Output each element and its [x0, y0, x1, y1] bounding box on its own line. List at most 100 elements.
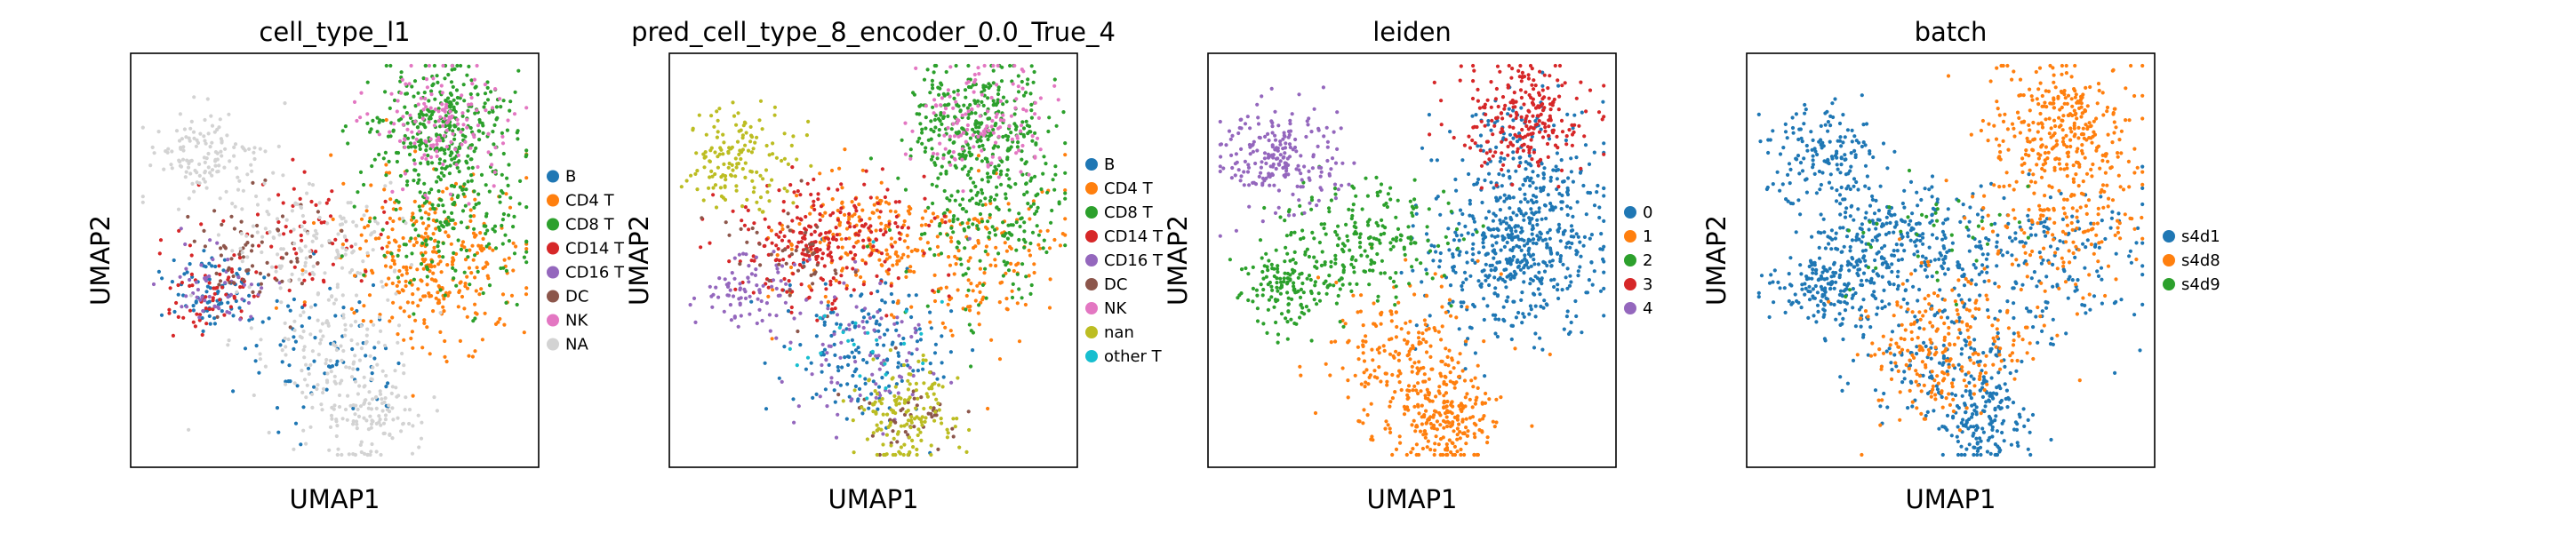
scatter-point: [1427, 393, 1431, 397]
scatter-point: [356, 392, 360, 396]
scatter-point: [942, 133, 947, 138]
scatter-point: [498, 97, 502, 101]
scatter-point: [417, 445, 421, 449]
scatter-point: [1416, 381, 1420, 386]
scatter-point: [830, 301, 835, 306]
scatter-point: [442, 309, 446, 314]
scatter-point: [416, 102, 420, 107]
scatter-point: [1459, 447, 1463, 452]
scatter-point: [407, 314, 412, 319]
scatter-point: [985, 160, 990, 164]
scatter-point: [1559, 158, 1564, 163]
scatter-point: [450, 262, 455, 266]
scatter-point: [1006, 202, 1011, 206]
scatter-point: [764, 237, 769, 242]
scatter-point: [881, 442, 885, 447]
scatter-point: [830, 259, 835, 263]
scatter-point: [435, 219, 439, 223]
scatter-point: [382, 343, 388, 348]
scatter-point: [1507, 258, 1511, 262]
scatter-point: [232, 145, 236, 149]
scatter-point: [468, 248, 472, 252]
scatter-point: [1407, 349, 1412, 354]
scatter-point: [1004, 99, 1009, 104]
scatter-point: [1024, 119, 1028, 123]
scatter-point: [951, 219, 956, 224]
scatter-point: [996, 63, 1000, 68]
scatter-point: [1428, 421, 1433, 426]
scatter-point: [734, 165, 739, 170]
scatter-point: [1031, 199, 1036, 203]
scatter-point: [898, 451, 903, 456]
scatter-point: [1561, 179, 1565, 184]
scatter-point: [393, 268, 397, 273]
scatter-point: [269, 265, 275, 269]
scatter-point: [259, 338, 263, 342]
scatter-point: [493, 146, 498, 150]
scatter-point: [893, 221, 898, 226]
scatter-point: [1020, 68, 1024, 72]
scatter-point: [1436, 389, 1441, 394]
scatter-point: [425, 265, 429, 269]
scatter-point: [460, 240, 466, 244]
scatter-point: [468, 214, 473, 219]
scatter-point: [884, 200, 889, 204]
scatter-point: [452, 107, 456, 112]
scatter-point: [367, 390, 372, 394]
scatter-point: [1602, 270, 1606, 274]
scatter-point: [491, 130, 495, 134]
scatter-point: [729, 318, 734, 322]
scatter-point: [986, 96, 990, 100]
scatter-point: [871, 314, 876, 319]
scatter-point: [931, 382, 935, 386]
scatter-point: [1566, 240, 1571, 244]
scatter-point: [989, 338, 994, 342]
scatter-point: [1439, 284, 1444, 289]
scatter-point: [1458, 250, 1462, 254]
scatter-point: [441, 119, 445, 123]
scatter-point: [719, 147, 724, 152]
scatter-point: [358, 404, 364, 409]
scatter-point: [843, 212, 847, 217]
scatter-point: [300, 224, 304, 228]
scatter-point: [938, 232, 942, 236]
scatter-point: [1001, 113, 1005, 117]
scatter-point: [255, 223, 260, 228]
scatter-point: [1538, 186, 1543, 190]
scatter-point: [509, 293, 515, 298]
scatter-point: [235, 166, 239, 171]
scatter-point: [247, 318, 252, 322]
scatter-point: [343, 124, 348, 129]
scatter-point: [880, 298, 884, 303]
scatter-point: [262, 275, 267, 280]
scatter-point: [1555, 177, 1559, 181]
scatter-point: [208, 171, 212, 175]
scatter-point: [915, 452, 919, 457]
scatter-point: [208, 145, 212, 149]
scatter-point: [1597, 205, 1602, 210]
scatter-point: [947, 150, 951, 155]
scatter-point: [508, 195, 513, 200]
scatter-point: [923, 196, 927, 201]
scatter-point: [1457, 253, 1461, 258]
scatter-point: [250, 169, 254, 173]
scatter-point: [991, 131, 996, 135]
scatter-point: [263, 178, 268, 183]
scatter-point: [1524, 211, 1528, 216]
scatter-point: [215, 314, 220, 319]
scatter-point: [1534, 242, 1539, 246]
scatter-point: [451, 226, 455, 231]
scatter-point: [880, 167, 885, 171]
scatter-point: [992, 197, 997, 202]
scatter-point: [1456, 361, 1460, 365]
scatter-point: [963, 164, 967, 169]
scatter-point: [836, 369, 841, 373]
scatter-point: [942, 188, 947, 194]
scatter-point: [1529, 207, 1533, 211]
scatter-point: [369, 449, 373, 454]
scatter-point: [781, 258, 786, 262]
scatter-point: [906, 245, 910, 250]
scatter-point: [808, 225, 813, 229]
scatter-point: [1414, 323, 1419, 328]
scatter-point: [765, 190, 770, 195]
